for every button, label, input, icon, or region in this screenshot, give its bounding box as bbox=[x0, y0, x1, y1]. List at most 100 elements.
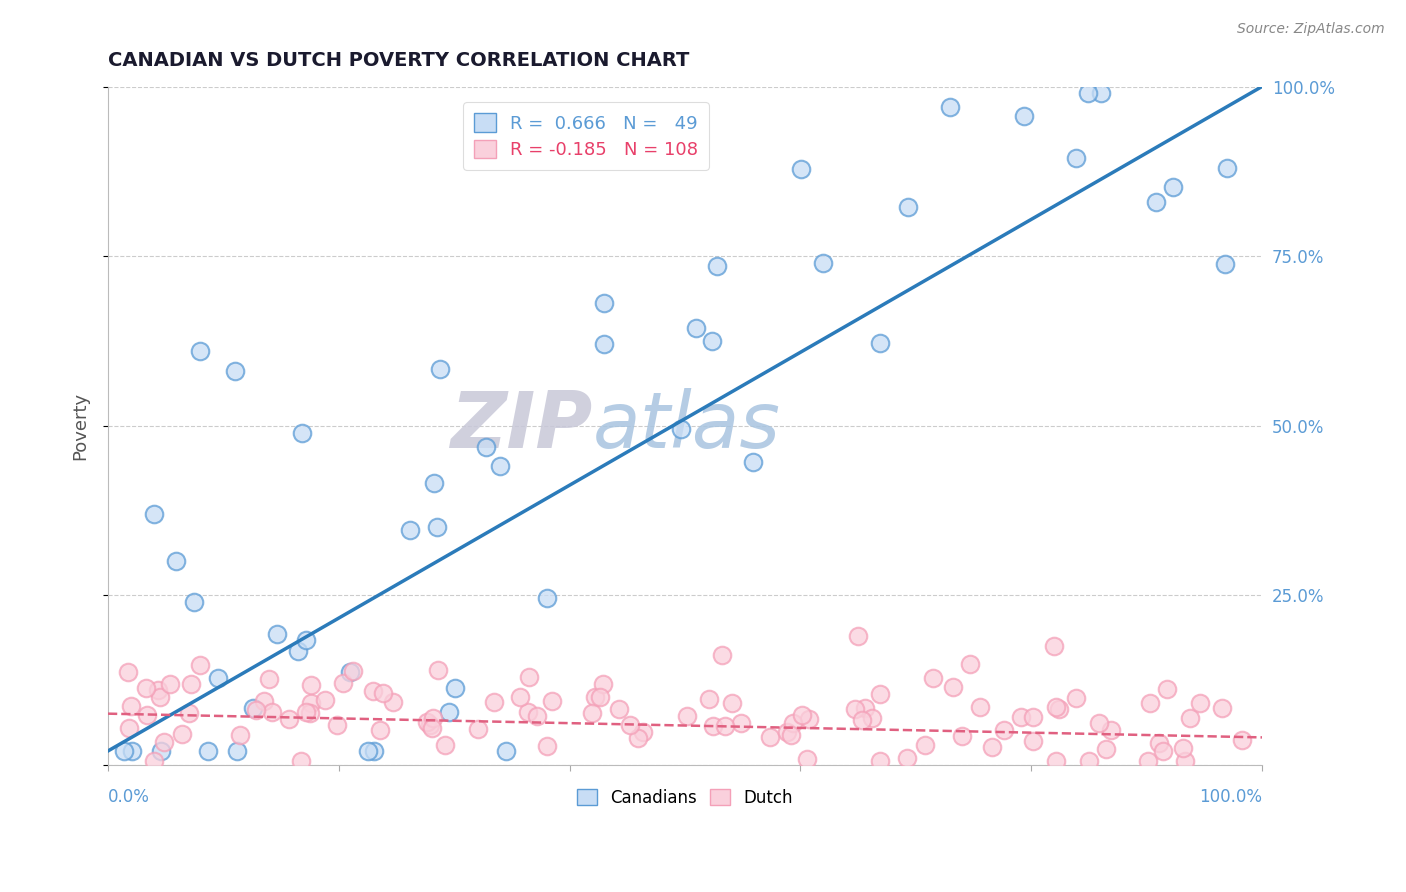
Point bbox=[172, 727, 194, 741]
Point bbox=[721, 696, 744, 710]
Point bbox=[245, 703, 267, 717]
Text: CANADIAN VS DUTCH POVERTY CORRELATION CHART: CANADIAN VS DUTCH POVERTY CORRELATION CH… bbox=[108, 51, 689, 70]
Point bbox=[260, 705, 283, 719]
Point bbox=[1012, 109, 1035, 123]
Point bbox=[419, 718, 441, 732]
Y-axis label: Poverty: Poverty bbox=[72, 392, 89, 459]
Point bbox=[516, 705, 538, 719]
Point bbox=[429, 361, 451, 376]
Point bbox=[1144, 195, 1167, 210]
Point bbox=[1045, 700, 1067, 714]
Point bbox=[517, 670, 540, 684]
Point bbox=[1174, 754, 1197, 768]
Point bbox=[797, 712, 820, 726]
Point bbox=[287, 644, 309, 658]
Point bbox=[437, 705, 460, 719]
Point bbox=[593, 337, 616, 351]
Point bbox=[1139, 697, 1161, 711]
Point bbox=[339, 665, 361, 679]
Point bbox=[627, 731, 650, 746]
Point bbox=[776, 725, 799, 739]
Point bbox=[1047, 701, 1070, 715]
Point bbox=[121, 744, 143, 758]
Text: ZIP: ZIP bbox=[450, 387, 593, 464]
Point bbox=[277, 712, 299, 726]
Point bbox=[969, 700, 991, 714]
Point bbox=[180, 677, 202, 691]
Point bbox=[332, 675, 354, 690]
Point bbox=[298, 706, 321, 721]
Point bbox=[1189, 697, 1212, 711]
Point bbox=[495, 744, 517, 758]
Point bbox=[253, 694, 276, 708]
Point bbox=[792, 707, 814, 722]
Point bbox=[589, 690, 612, 704]
Point bbox=[922, 671, 945, 685]
Point bbox=[371, 686, 394, 700]
Point bbox=[1022, 710, 1045, 724]
Point bbox=[1090, 87, 1112, 101]
Point bbox=[121, 699, 143, 714]
Point bbox=[607, 701, 630, 715]
Point bbox=[780, 728, 803, 742]
Point bbox=[1156, 682, 1178, 697]
Point bbox=[229, 728, 252, 742]
Text: atlas: atlas bbox=[593, 387, 780, 464]
Point bbox=[697, 692, 720, 706]
Point bbox=[363, 744, 385, 758]
Point bbox=[541, 694, 564, 708]
Point bbox=[914, 738, 936, 752]
Point bbox=[592, 677, 614, 691]
Point bbox=[426, 663, 449, 677]
Point bbox=[149, 690, 172, 705]
Point bbox=[224, 364, 246, 378]
Point bbox=[713, 719, 735, 733]
Point bbox=[299, 697, 322, 711]
Point bbox=[295, 633, 318, 648]
Point bbox=[426, 519, 449, 533]
Point bbox=[1022, 734, 1045, 748]
Point bbox=[702, 334, 724, 348]
Point bbox=[730, 715, 752, 730]
Point bbox=[741, 455, 763, 469]
Point bbox=[869, 336, 891, 351]
Point bbox=[939, 100, 962, 114]
Point bbox=[159, 677, 181, 691]
Point bbox=[782, 715, 804, 730]
Point bbox=[143, 507, 166, 521]
Point bbox=[869, 754, 891, 768]
Point bbox=[1147, 736, 1170, 750]
Point bbox=[259, 672, 281, 686]
Point bbox=[135, 681, 157, 695]
Point bbox=[950, 729, 973, 743]
Text: Source: ZipAtlas.com: Source: ZipAtlas.com bbox=[1237, 22, 1385, 37]
Point bbox=[758, 730, 780, 744]
Point bbox=[536, 591, 558, 605]
Point bbox=[942, 681, 965, 695]
Point bbox=[150, 744, 173, 758]
Point bbox=[706, 259, 728, 273]
Point bbox=[415, 715, 437, 730]
Point bbox=[710, 648, 733, 662]
Point bbox=[685, 321, 707, 335]
Point bbox=[188, 657, 211, 672]
Point bbox=[326, 717, 349, 731]
Point bbox=[676, 709, 699, 723]
Point bbox=[142, 754, 165, 768]
Point bbox=[368, 723, 391, 737]
Point bbox=[423, 475, 446, 490]
Point bbox=[1010, 709, 1032, 723]
Point bbox=[1216, 161, 1239, 175]
Point bbox=[242, 701, 264, 715]
Point bbox=[853, 700, 876, 714]
Point bbox=[381, 695, 404, 709]
Point bbox=[959, 657, 981, 671]
Point bbox=[981, 739, 1004, 754]
Point bbox=[1173, 741, 1195, 756]
Point bbox=[702, 719, 724, 733]
Point bbox=[357, 744, 380, 758]
Point bbox=[1064, 691, 1087, 706]
Point bbox=[422, 711, 444, 725]
Legend: Canadians, Dutch: Canadians, Dutch bbox=[571, 782, 800, 814]
Point bbox=[112, 744, 135, 758]
